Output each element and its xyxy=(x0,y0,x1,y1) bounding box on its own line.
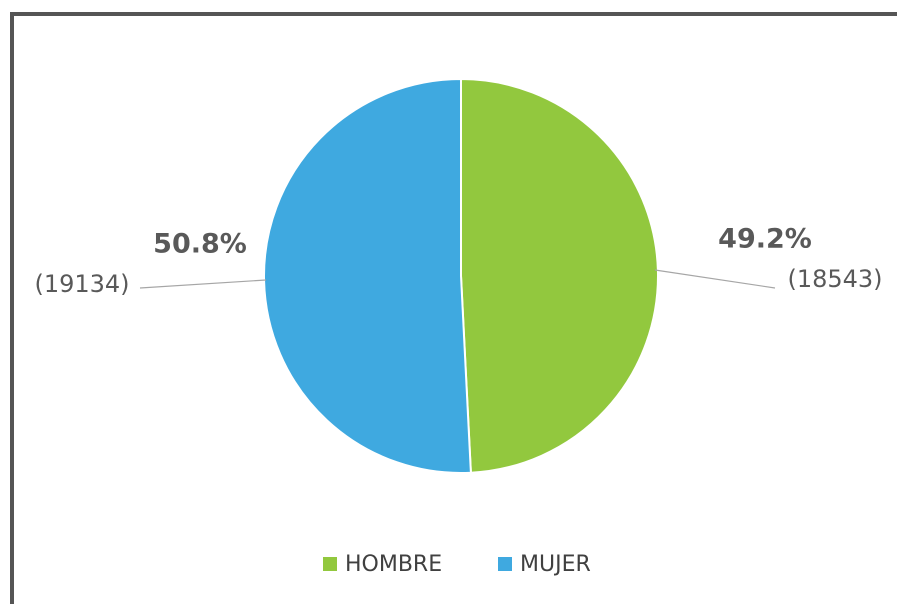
pie-slice xyxy=(460,77,659,474)
leader-line xyxy=(654,269,776,289)
legend-swatch xyxy=(498,557,512,571)
leader-line xyxy=(139,279,267,289)
pie-slice xyxy=(263,77,472,474)
legend-label: HOMBRE xyxy=(345,552,442,577)
count-label: (19134) xyxy=(34,270,129,298)
count-label: (18543) xyxy=(787,265,882,293)
percent-label: 50.8% xyxy=(153,229,247,260)
percent-label: 49.2% xyxy=(718,224,812,255)
legend-swatch xyxy=(323,557,337,571)
legend-label: MUJER xyxy=(520,552,591,577)
